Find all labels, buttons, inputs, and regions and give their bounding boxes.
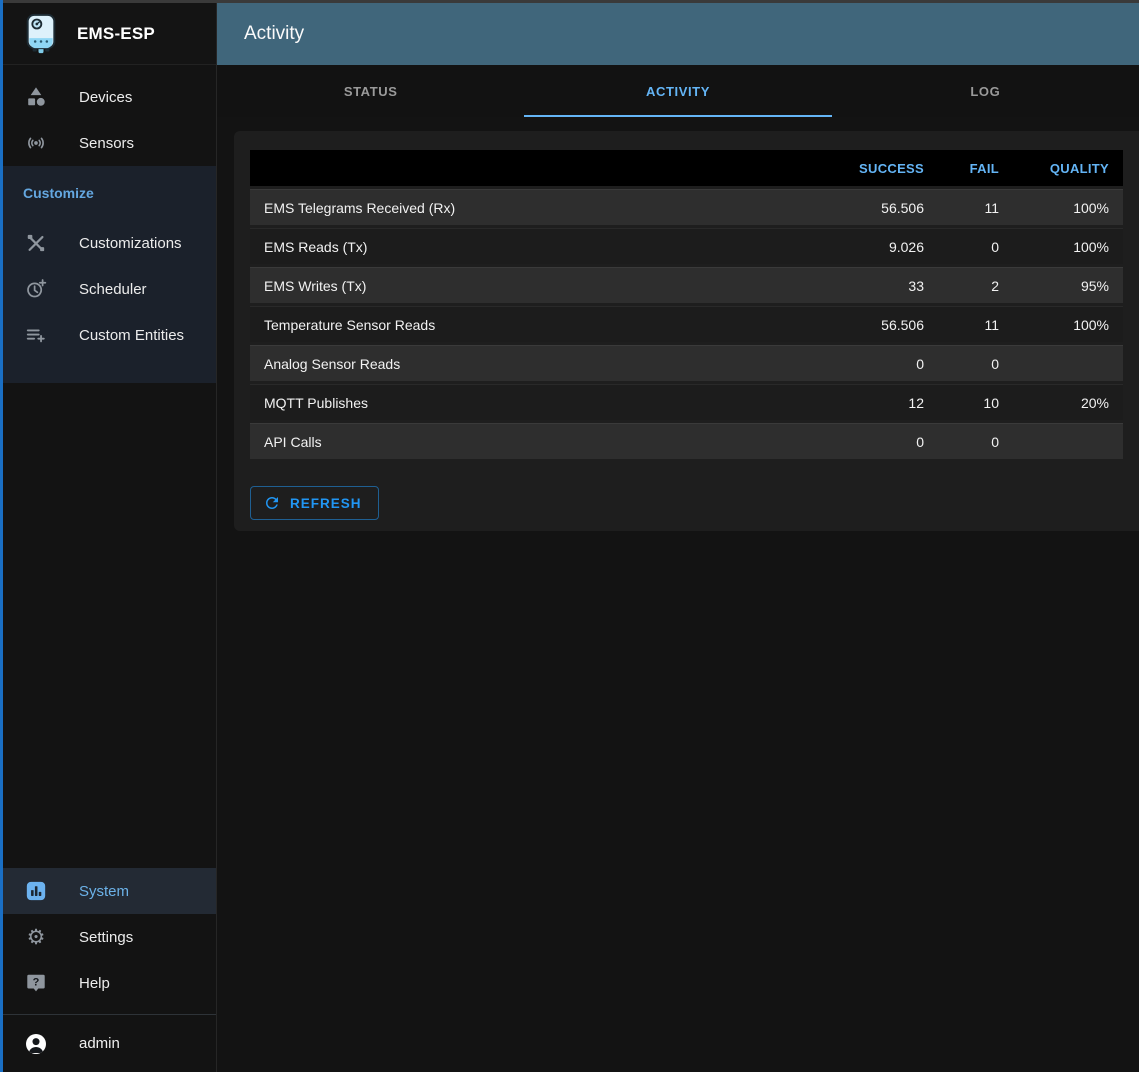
devices-icon [24, 85, 48, 109]
refresh-button[interactable]: REFRESH [250, 486, 379, 520]
fail-value: 11 [938, 189, 1013, 225]
topbar: Activity [217, 3, 1139, 65]
sidebar-customize-section: Customize Customizations [0, 166, 216, 383]
metric-name: MQTT Publishes [250, 384, 818, 420]
metric-name: EMS Writes (Tx) [250, 267, 818, 303]
quality-value: 100% [1013, 306, 1123, 342]
gear-icon: ⚙ [26, 925, 46, 949]
quality-value: 100% [1013, 228, 1123, 264]
activity-stats-table: SUCCESS FAIL QUALITY EMS Telegrams Recei… [250, 147, 1123, 462]
left-edge-accent [0, 0, 3, 1072]
sidebar-item-help[interactable]: ? Help [0, 960, 216, 1006]
sidebar-item-label: Custom Entities [79, 326, 185, 344]
fail-value: 11 [938, 306, 1013, 342]
column-header-success: SUCCESS [818, 150, 938, 186]
metric-name: EMS Reads (Tx) [250, 228, 818, 264]
fail-value: 0 [938, 423, 1013, 459]
sidebar-item-custom-entities[interactable]: Custom Entities [0, 312, 216, 358]
window-top-strip [0, 0, 1139, 3]
sidebar-item-devices[interactable]: Devices [0, 74, 216, 120]
sidebar-item-label: Customizations [79, 234, 182, 252]
user-menu-admin[interactable]: admin [0, 1015, 216, 1072]
sidebar: EMS-ESP Devices [0, 3, 217, 1072]
sidebar-item-label: Settings [79, 928, 134, 946]
analytics-icon [24, 879, 48, 903]
tabbar: STATUS ACTIVITY LOG [217, 65, 1139, 117]
metric-name: Temperature Sensor Reads [250, 306, 818, 342]
column-header-fail: FAIL [938, 150, 1013, 186]
column-header-quality: QUALITY [1013, 150, 1123, 186]
help-icon: ? [24, 971, 48, 995]
success-value: 0 [818, 423, 938, 459]
sidebar-item-label: Devices [79, 88, 133, 106]
sidebar-header: EMS-ESP [0, 3, 216, 65]
success-value: 12 [818, 384, 938, 420]
quality-value [1013, 423, 1123, 459]
sensors-icon [24, 131, 48, 155]
tab-content: SUCCESS FAIL QUALITY EMS Telegrams Recei… [217, 117, 1139, 1072]
sidebar-divider [0, 1014, 216, 1015]
sidebar-main-nav: Devices Sensors [0, 65, 216, 166]
success-value: 33 [818, 267, 938, 303]
tab-activity[interactable]: ACTIVITY [524, 65, 832, 117]
quality-value: 100% [1013, 189, 1123, 225]
table-row: Analog Sensor Reads 0 0 [250, 345, 1123, 381]
refresh-button-label: REFRESH [290, 495, 362, 511]
fail-value: 0 [938, 345, 1013, 381]
sidebar-item-sensors[interactable]: Sensors [0, 120, 216, 166]
sidebar-item-scheduler[interactable]: Scheduler [0, 266, 216, 312]
table-row: EMS Writes (Tx) 33 2 95% [250, 267, 1123, 303]
scheduler-clock-icon [24, 277, 48, 301]
table-row: MQTT Publishes 12 10 20% [250, 384, 1123, 420]
table-row: EMS Reads (Tx) 9.026 0 100% [250, 228, 1123, 264]
metric-name: API Calls [250, 423, 818, 459]
sidebar-item-label: Help [79, 974, 110, 992]
page-title: Activity [244, 23, 305, 44]
metric-name: Analog Sensor Reads [250, 345, 818, 381]
success-value: 0 [818, 345, 938, 381]
sidebar-item-label: Sensors [79, 134, 135, 152]
fail-value: 0 [938, 228, 1013, 264]
sidebar-gap [0, 1006, 216, 1014]
table-row: EMS Telegrams Received (Rx) 56.506 11 10… [250, 189, 1123, 225]
user-name: admin [79, 1035, 120, 1052]
sidebar-spacer [0, 383, 216, 868]
main-area: Activity STATUS ACTIVITY LOG SUCCESS FAI… [217, 3, 1139, 1072]
sidebar-item-system[interactable]: System [0, 868, 216, 914]
activity-card: SUCCESS FAIL QUALITY EMS Telegrams Recei… [234, 131, 1139, 531]
account-circle-icon [24, 1032, 48, 1056]
sidebar-item-label: Scheduler [79, 280, 147, 298]
fail-value: 10 [938, 384, 1013, 420]
sidebar-item-label: System [79, 882, 130, 900]
table-row: API Calls 0 0 [250, 423, 1123, 459]
refresh-icon [263, 494, 281, 512]
success-value: 9.026 [818, 228, 938, 264]
table-header-row: SUCCESS FAIL QUALITY [250, 150, 1123, 186]
column-header-name [250, 150, 818, 186]
svg-text:?: ? [33, 977, 40, 989]
ems-esp-boiler-logo-icon [26, 13, 56, 53]
playlist-add-icon [24, 323, 48, 347]
quality-value: 95% [1013, 267, 1123, 303]
quality-value: 20% [1013, 384, 1123, 420]
success-value: 56.506 [818, 306, 938, 342]
customize-section-header: Customize [23, 185, 94, 201]
success-value: 56.506 [818, 189, 938, 225]
sidebar-item-settings[interactable]: ⚙ Settings [0, 914, 216, 960]
tab-status[interactable]: STATUS [343, 83, 398, 99]
table-row: Temperature Sensor Reads 56.506 11 100% [250, 306, 1123, 342]
app-title: EMS-ESP [77, 23, 155, 43]
metric-name: EMS Telegrams Received (Rx) [250, 189, 818, 225]
quality-value [1013, 345, 1123, 381]
construction-icon [24, 231, 48, 255]
fail-value: 2 [938, 267, 1013, 303]
tab-log[interactable]: LOG [970, 83, 1001, 99]
sidebar-item-customizations[interactable]: Customizations [0, 220, 216, 266]
